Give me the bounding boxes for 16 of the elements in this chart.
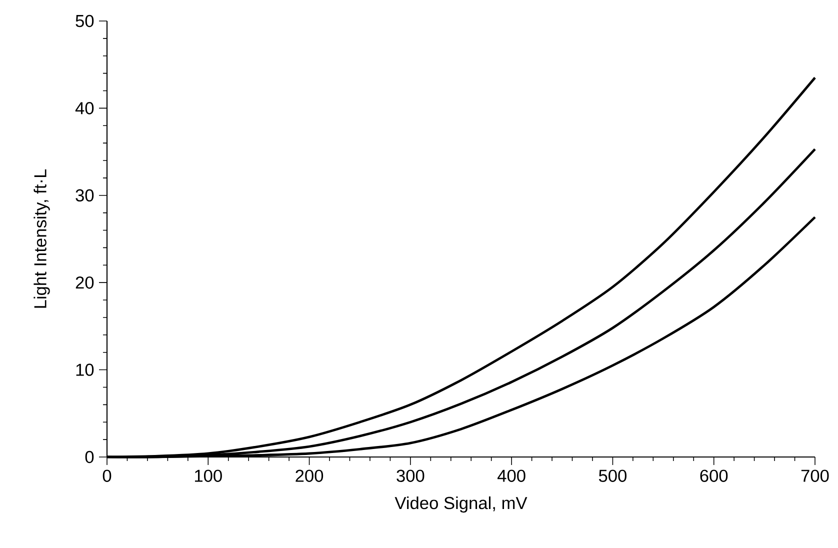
- y-tick-label: 50: [76, 14, 94, 28]
- y-tick-label: 40: [75, 102, 94, 114]
- x-tick-label: 500: [598, 470, 626, 482]
- x-tick-label: 400: [498, 470, 526, 482]
- y-tick-label: 10: [76, 364, 94, 376]
- x-tick-label: 200: [296, 470, 324, 482]
- y-tick-label: 20: [76, 276, 94, 289]
- x-tick-label: 100: [195, 470, 222, 482]
- x-tick-label: 600: [700, 470, 728, 482]
- y-tick-label: 30: [76, 189, 94, 202]
- x-tick-label: 300: [396, 470, 424, 482]
- y-axis-title: Light Intensity, ft·L: [34, 169, 50, 308]
- y-tick-label: 0: [85, 450, 94, 464]
- x-axis-title: Video Signal, mV: [394, 496, 528, 513]
- x-tick-label: 700: [801, 470, 829, 482]
- x-tick-label: 0: [102, 470, 112, 482]
